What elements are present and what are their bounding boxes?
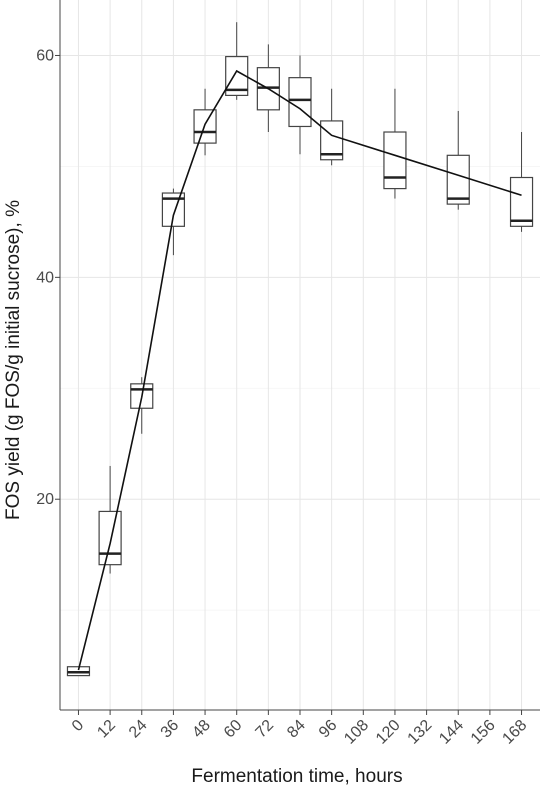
box-iqr	[225, 55, 249, 97]
y-tick-label: 20	[36, 491, 54, 508]
x-tick-label: 24	[126, 717, 151, 742]
box-60	[225, 22, 249, 100]
x-tick-label: 108	[341, 717, 372, 748]
x-tick-label: 168	[499, 717, 530, 748]
box-iqr	[446, 154, 470, 205]
x-axis-title: Fermentation time, hours	[191, 766, 402, 787]
x-tick-label: 84	[284, 717, 309, 742]
x-tick-label: 60	[221, 717, 246, 742]
x-tick-label: 96	[316, 717, 341, 742]
box-12	[98, 465, 122, 574]
box-iqr	[383, 131, 407, 190]
y-tick-label: 60	[36, 47, 54, 64]
x-tick-label: 120	[373, 717, 404, 748]
box-iqr	[98, 510, 122, 566]
mean-trend-line	[77, 69, 522, 671]
box-iqr	[509, 176, 534, 227]
box-144	[446, 110, 470, 210]
x-tick-label: 132	[405, 717, 436, 748]
box-iqr	[288, 77, 312, 128]
box-168	[509, 132, 534, 232]
grid-lines	[60, 0, 540, 710]
x-tick-label: 72	[253, 717, 278, 742]
box-0	[66, 666, 91, 677]
y-ticks: 20 40 60	[36, 47, 60, 508]
x-ticks: 0 12 24 36 48 60 72 84 96 108 120 132 144 156 168	[69, 710, 530, 748]
y-tick-label: 40	[36, 269, 54, 286]
x-tick-label: 12	[94, 717, 119, 742]
x-tick-label: 36	[158, 717, 183, 742]
x-tick-label: 48	[189, 717, 214, 742]
x-tick-label: 144	[436, 717, 467, 748]
x-tick-label: 0	[69, 717, 87, 735]
y-axis-title: FOS yield (g FOS/g initial sucrose), %	[3, 200, 24, 520]
box-120	[383, 88, 407, 199]
x-tick-label: 156	[468, 717, 499, 748]
